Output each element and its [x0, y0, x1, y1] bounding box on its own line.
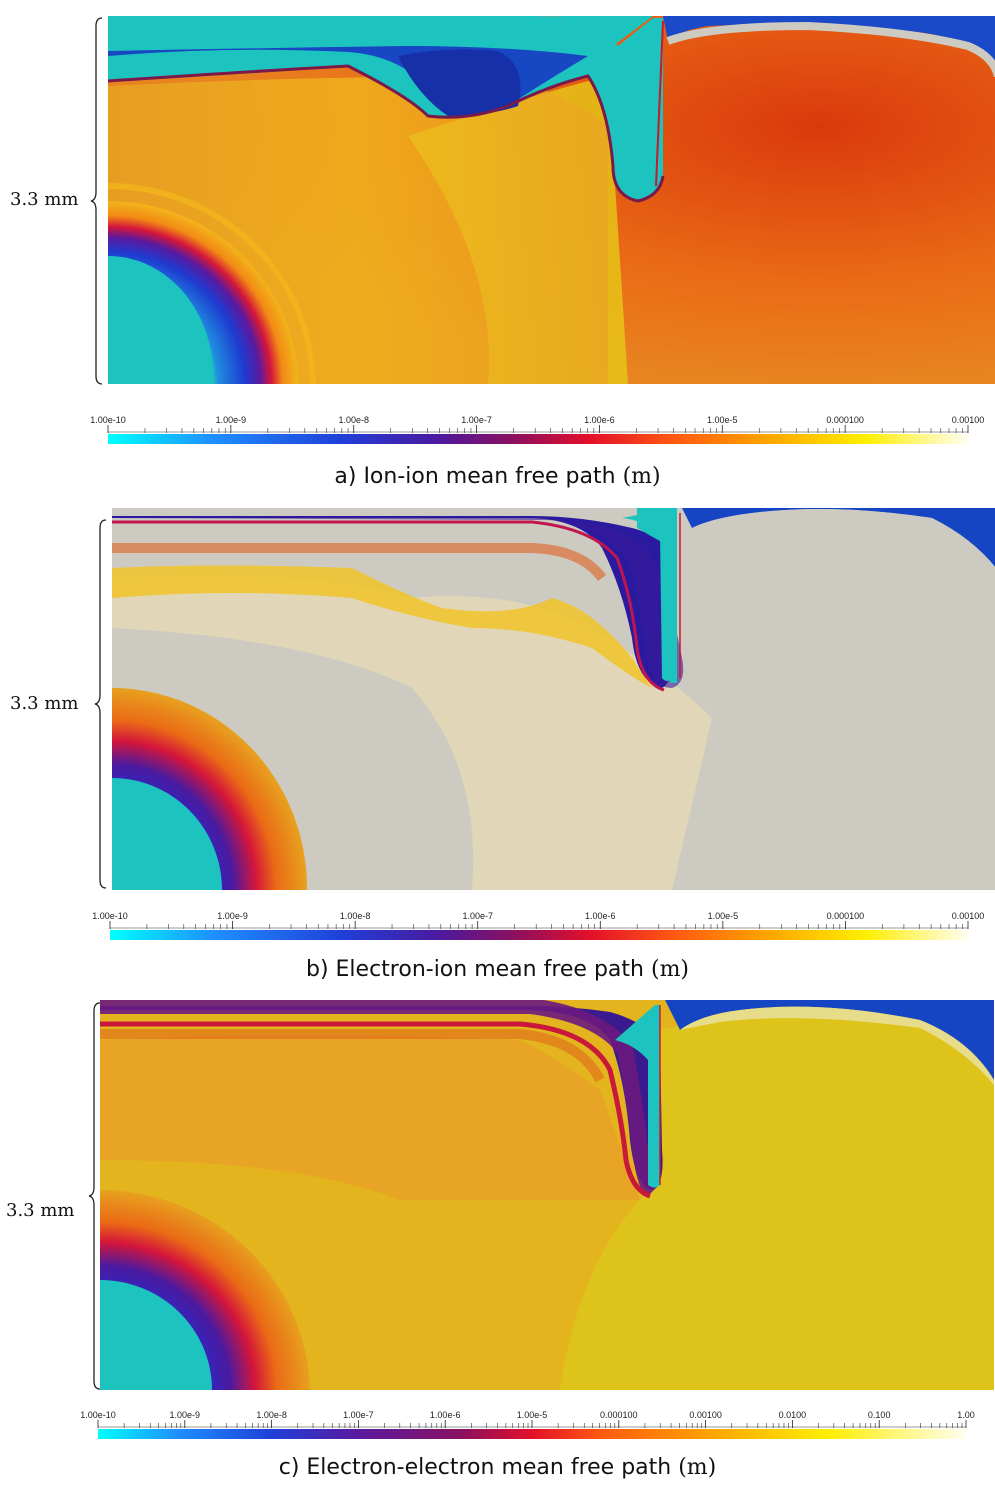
tick-label: 0.00100	[689, 1410, 722, 1420]
tick-label: 1.00e-7	[343, 1410, 374, 1420]
caption-text: c) Electron-electron mean free path	[278, 1455, 672, 1480]
tick-label: 1.00e-7	[462, 911, 493, 921]
tick-label: 0.000100	[600, 1410, 638, 1420]
scale-label: 3.3 mm	[10, 693, 79, 714]
tick-label: 0.000100	[827, 911, 865, 921]
caption-unit: (m)	[622, 464, 661, 489]
field-plot	[100, 1000, 994, 1390]
field-plot	[112, 508, 995, 890]
tick-label: 1.00e-8	[256, 1410, 287, 1420]
scale-brace	[94, 519, 107, 889]
colorbar: 1.00e-10 1.00e-9 1.00e-8 1.00e-7 1.00e-6 1.00…	[80, 1410, 975, 1439]
scale-brace	[88, 1002, 101, 1390]
tick-label: 1.00e-6	[584, 415, 615, 425]
panel-a: 3.3 mm 1.00e-10 1.00e-9 1.00e-8 1.00e-7 1.00…	[0, 0, 995, 500]
tick-label: 1.00e-7	[461, 415, 492, 425]
tick-label: 1.00e-10	[90, 415, 126, 425]
tick-label: 0.00100	[952, 415, 985, 425]
tick-label: 1.00e-9	[217, 911, 248, 921]
tick-label: 0.000100	[826, 415, 864, 425]
field-plot	[108, 16, 995, 384]
tick-label: 0.0100	[779, 1410, 807, 1420]
tick-label: 1.00e-5	[517, 1410, 548, 1420]
tick-label: 1.00e-10	[80, 1410, 116, 1420]
tick-label: 1.00e-6	[430, 1410, 461, 1420]
tick-label: 1.00e-8	[340, 911, 371, 921]
tick-label: 0.00100	[952, 911, 985, 921]
scale-label: 3.3 mm	[6, 1200, 75, 1221]
panel-c: 3.3 mm 1.00e-10 1.00e-9 1.00e-8 1.00e-7 1.00…	[0, 995, 995, 1492]
tick-label: 1.00e-10	[92, 911, 128, 921]
tick-label: 1.00e-5	[707, 415, 738, 425]
caption: c) Electron-electron mean free path (m)	[0, 1455, 995, 1480]
caption-unit: (m)	[650, 957, 690, 982]
colorbar-ticks: 1.00e-10 1.00e-9 1.00e-8 1.00e-7 1.00e-6 1.00…	[90, 415, 984, 433]
tick-label: 0.100	[868, 1410, 891, 1420]
tick-label: 1.00e-9	[170, 1410, 201, 1420]
caption: b) Electron-ion mean free path (m)	[0, 957, 995, 982]
tick-label: 1.00e-8	[338, 415, 369, 425]
colorbar: 1.00e-10 1.00e-9 1.00e-8 1.00e-7 1.00e-6 1.00…	[90, 415, 984, 444]
tick-label: 1.00e-6	[585, 911, 616, 921]
tick-label: 1.00	[957, 1410, 975, 1420]
colorbar: 1.00e-10 1.00e-9 1.00e-8 1.00e-7 1.00e-6 1.00…	[92, 911, 984, 940]
caption-text: b) Electron-ion mean free path	[305, 957, 644, 982]
caption-text: a) Ion-ion mean free path	[334, 464, 616, 489]
caption: a) Ion-ion mean free path (m)	[0, 464, 995, 489]
scale-brace	[90, 17, 103, 385]
caption-unit: (m)	[678, 1455, 717, 1480]
panel-b: 3.3 mm 1.00e-10 1.00e-9 1.00e-8 1.00e-7 1.00…	[0, 500, 995, 995]
tick-label: 1.00e-9	[216, 415, 247, 425]
colorbar-ticks: 1.00e-10 1.00e-9 1.00e-8 1.00e-7 1.00e-6 1.00…	[80, 1410, 975, 1428]
scale-label: 3.3 mm	[10, 189, 79, 210]
tick-label: 1.00e-5	[708, 911, 739, 921]
colorbar-ticks: 1.00e-10 1.00e-9 1.00e-8 1.00e-7 1.00e-6 1.00…	[92, 911, 984, 929]
